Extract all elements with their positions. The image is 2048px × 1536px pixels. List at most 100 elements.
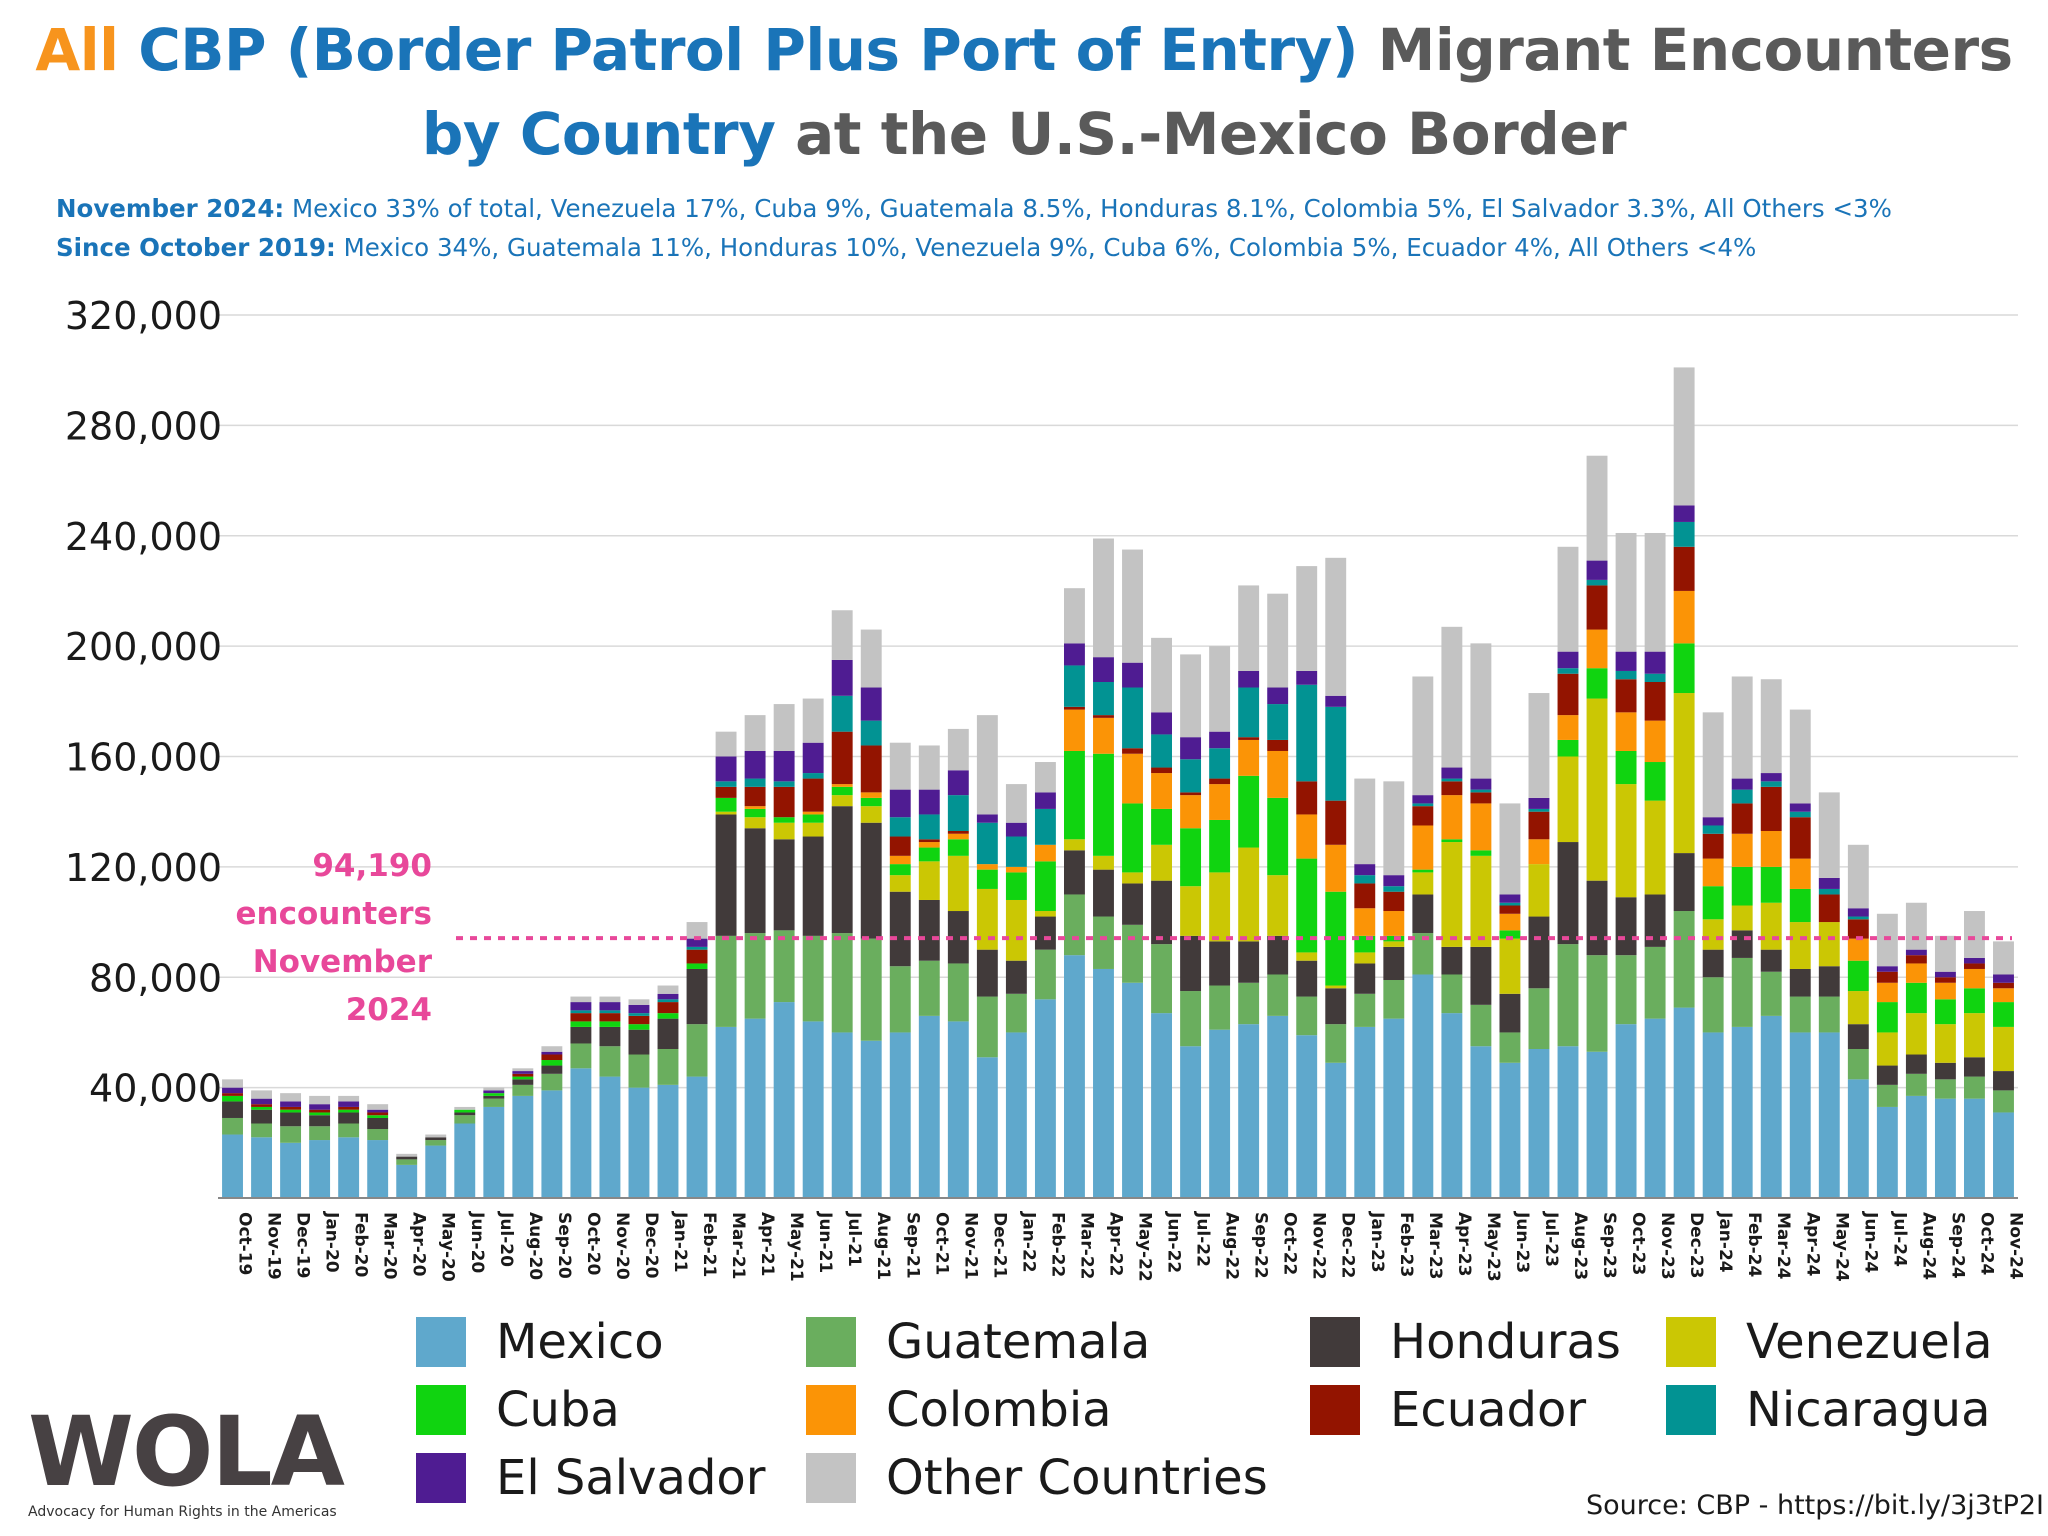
- y-tick-label: 280,000: [65, 404, 222, 448]
- bar-segment-cuba: [280, 1109, 302, 1113]
- bar-segment-honduras: [1557, 842, 1579, 945]
- bar-segment-mexico: [425, 1145, 447, 1198]
- bar-segment-colombia: [1934, 982, 1956, 1000]
- bar-segment-cuba: [1005, 872, 1027, 900]
- bar-segment-el-salvador: [715, 756, 737, 782]
- bar-segment-mexico: [367, 1140, 389, 1198]
- bar-segment-el-salvador: [222, 1087, 243, 1094]
- bar-segment-other-countries: [860, 629, 882, 688]
- bar-segment-guatemala: [1876, 1084, 1898, 1107]
- bar-segment-nicaragua: [1644, 673, 1666, 682]
- bar-segment-other-countries: [512, 1068, 534, 1072]
- bar-segment-honduras: [1586, 880, 1608, 956]
- bar-segment-nicaragua: [1702, 825, 1724, 834]
- x-tick-label: Feb-21: [699, 1212, 719, 1277]
- y-axis-tick-labels: 40,000 80,000 120,000 160,000 200,000 240,000…: [65, 294, 222, 1111]
- bar-segment-nicaragua: [802, 773, 824, 779]
- bar-stack: [1441, 626, 1463, 1198]
- bar-stack: [309, 1095, 331, 1198]
- y-tick-label: 160,000: [65, 736, 222, 780]
- bar-segment-cuba: [860, 797, 882, 807]
- bar-stack: [1528, 693, 1550, 1198]
- bar-segment-cuba: [1122, 803, 1143, 873]
- bar-segment-other-countries: [947, 728, 969, 771]
- bar-segment-colombia: [744, 806, 766, 809]
- bar-segment-honduras: [1673, 853, 1695, 912]
- bar-segment-nicaragua: [1731, 789, 1753, 804]
- bar-segment-guatemala: [1528, 988, 1550, 1049]
- bar-segment-guatemala: [1354, 993, 1376, 1027]
- bar-segment-colombia: [1093, 717, 1114, 754]
- bar-segment-colombia: [1209, 784, 1231, 820]
- bar-stack: [831, 610, 853, 1198]
- bar-stack: [541, 1046, 563, 1198]
- bar-segment-mexico: [1905, 1095, 1927, 1198]
- bar-segment-colombia: [1557, 715, 1579, 740]
- bar-segment-cuba: [1905, 982, 1927, 1014]
- bar-stack: [657, 985, 679, 1198]
- wola-logo-text: WOLA: [28, 1396, 345, 1508]
- bar-segment-colombia: [1760, 831, 1782, 867]
- bar-segment-guatemala: [1818, 996, 1840, 1033]
- bar-segment-guatemala: [947, 963, 969, 1022]
- bar-segment-other-countries: [1064, 588, 1085, 644]
- bar-segment-other-countries: [396, 1153, 418, 1157]
- bar-segment-venezuela: [1818, 922, 1840, 967]
- bar-segment-guatemala: [1760, 971, 1782, 1016]
- bar-segment-cuba: [309, 1112, 331, 1116]
- bar-segment-ecuador: [686, 949, 708, 964]
- bar-segment-colombia: [1180, 795, 1202, 829]
- bar-segment-guatemala: [773, 930, 795, 1003]
- bar-segment-other-countries: [570, 996, 592, 1003]
- bar-stack: [1209, 646, 1231, 1198]
- bar-stack: [1557, 546, 1579, 1198]
- x-tick-label: Nov-22: [1309, 1212, 1329, 1280]
- bar-segment-guatemala: [1267, 974, 1289, 1016]
- bar-segment-mexico: [1441, 1013, 1463, 1198]
- bar-segment-mexico: [1093, 968, 1114, 1198]
- bar-segment-mexico: [570, 1068, 592, 1198]
- bar-segment-nicaragua: [1847, 916, 1869, 920]
- x-tick-label: Jul-20: [496, 1211, 516, 1267]
- bar-segment-honduras: [396, 1156, 418, 1160]
- bar-segment-other-countries: [1470, 643, 1492, 779]
- bar-segment-el-salvador: [251, 1098, 272, 1105]
- bar-segment-ecuador: [1586, 585, 1608, 630]
- bars: [222, 367, 2014, 1198]
- bar-segment-ecuador: [1528, 811, 1550, 840]
- bar-segment-cuba: [715, 797, 737, 812]
- bar-stack: [1005, 784, 1027, 1198]
- bar-segment-other-countries: [976, 715, 998, 815]
- bar-segment-el-salvador: [1644, 651, 1666, 674]
- bar-segment-nicaragua: [1151, 734, 1172, 768]
- bar-segment-honduras: [1238, 941, 1260, 983]
- x-tick-label: Nov-23: [1657, 1212, 1677, 1280]
- bar-segment-guatemala: [1122, 924, 1143, 983]
- bar-segment-honduras: [1354, 963, 1376, 994]
- bar-segment-mexico: [1673, 1007, 1695, 1198]
- bar-segment-el-salvador: [1005, 822, 1027, 837]
- bar-segment-nicaragua: [1325, 706, 1347, 801]
- wola-logo: WOLA Advocacy for Human Rights in the Am…: [28, 1396, 345, 1520]
- subtitle-since-2019-label: Since October 2019:: [56, 233, 336, 262]
- bar-segment-nicaragua: [657, 999, 679, 1003]
- bar-segment-el-salvador: [1818, 877, 1840, 889]
- bar-stack: [1964, 911, 1985, 1198]
- bar-segment-other-countries: [1005, 784, 1027, 823]
- y-tick-label: 240,000: [65, 515, 222, 559]
- x-tick-label: Apr-24: [1802, 1212, 1822, 1277]
- bar-segment-venezuela: [1934, 1024, 1956, 1063]
- bar-segment-honduras: [1180, 935, 1202, 992]
- bar-segment-cuba: [918, 847, 940, 862]
- bar-stack: [1876, 913, 1898, 1198]
- bar-segment-cuba: [1847, 960, 1869, 992]
- bar-segment-cuba: [338, 1109, 360, 1113]
- bar-segment-guatemala: [367, 1129, 389, 1141]
- bar-segment-nicaragua: [1064, 665, 1085, 707]
- bar-stack: [1412, 676, 1434, 1198]
- bar-segment-guatemala: [1847, 1048, 1869, 1080]
- bar-segment-el-salvador: [686, 938, 708, 947]
- bar-segment-el-salvador: [1789, 803, 1811, 812]
- bar-stack: [1673, 367, 1695, 1198]
